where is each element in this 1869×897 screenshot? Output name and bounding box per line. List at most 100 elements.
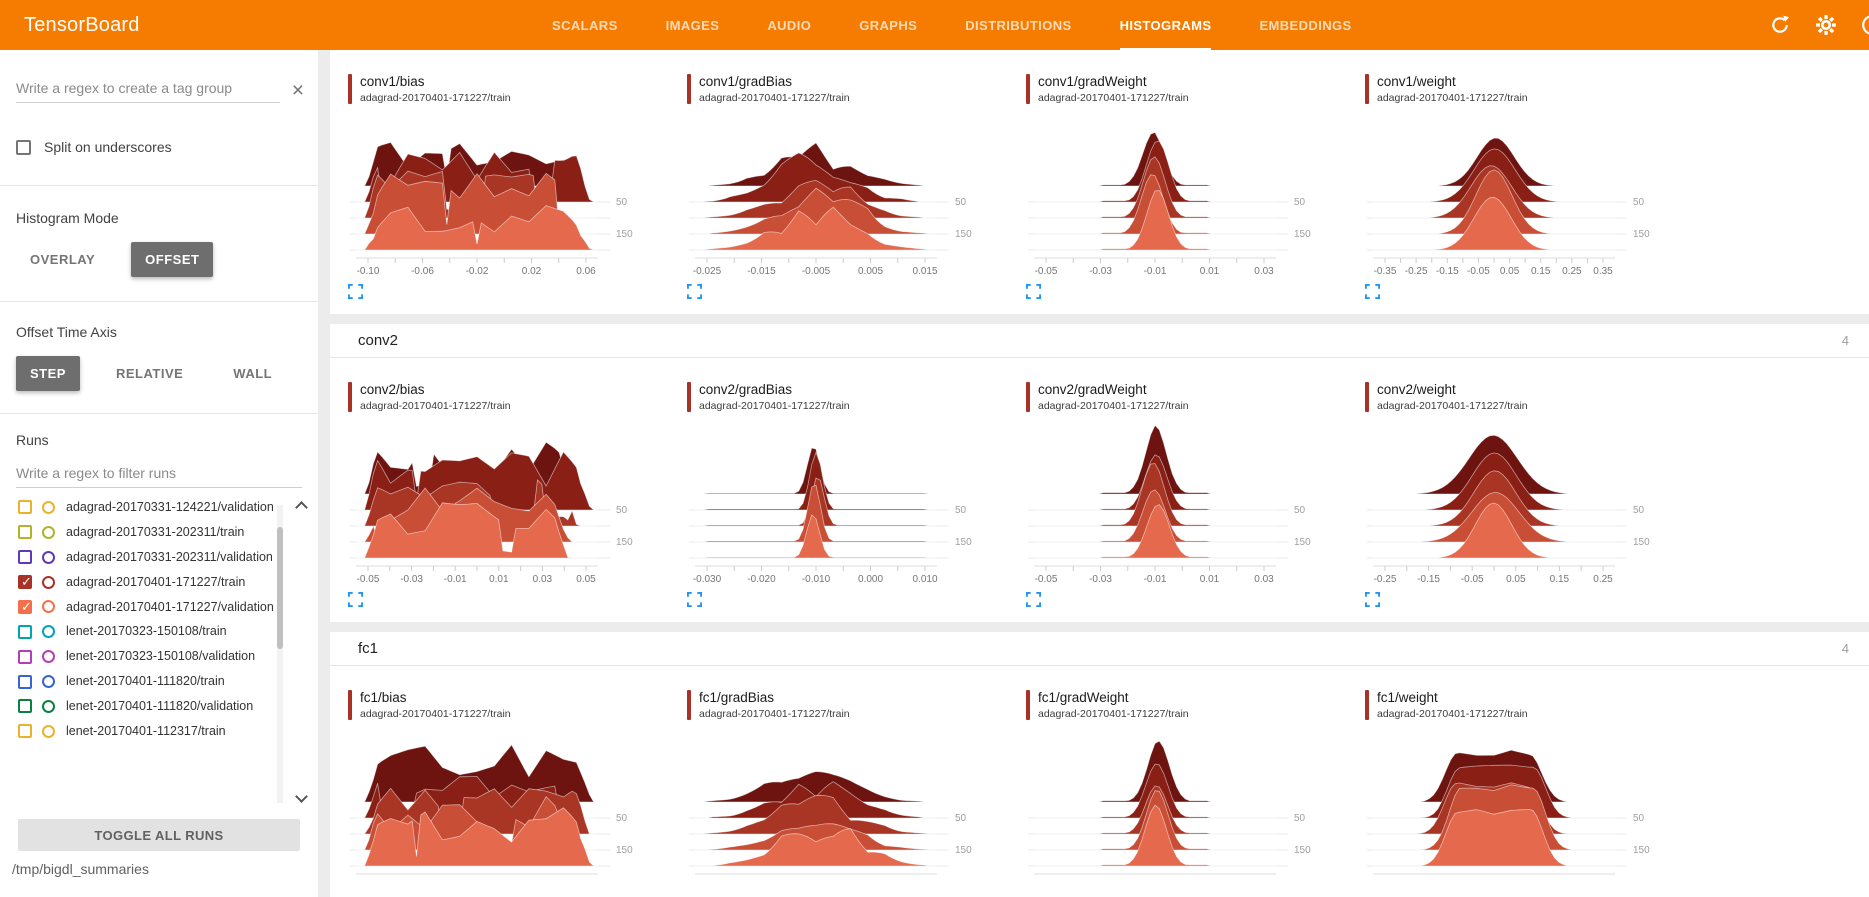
run-color-bar (1026, 690, 1030, 720)
log-directory-path: /tmp/bigdl_summaries (12, 861, 149, 877)
settings-icon[interactable] (1815, 14, 1837, 36)
runs-filter-input[interactable] (16, 462, 302, 488)
run-checkbox[interactable] (18, 599, 32, 615)
category-header[interactable]: conv2 4 (330, 324, 1869, 358)
run-color-circle (42, 625, 55, 639)
run-color-circle (42, 500, 55, 514)
run-item[interactable]: lenet-20170401-111820/validation (18, 694, 318, 719)
histogram-mode-buttons: OVERLAY OFFSET (0, 242, 318, 277)
histogram-mode-offset-button[interactable]: OFFSET (131, 242, 214, 277)
run-checkbox[interactable] (18, 500, 32, 515)
refresh-icon[interactable] (1769, 14, 1791, 36)
run-checkbox[interactable] (18, 649, 32, 664)
chart-run: adagrad-20170401-171227/train (360, 400, 511, 412)
svg-text:0.06: 0.06 (576, 266, 596, 277)
tag-filter-input[interactable] (16, 76, 280, 103)
svg-text:150: 150 (616, 845, 633, 856)
run-item[interactable]: lenet-20170323-150108/validation (18, 644, 318, 669)
runs-scrollbar-thumb[interactable] (277, 527, 283, 649)
offset-axis-step-button[interactable]: STEP (16, 356, 80, 391)
histogram-chart[interactable]: 50 150 (687, 728, 989, 897)
tab-embeddings[interactable]: EMBEDDINGS (1259, 17, 1352, 33)
histogram-chart[interactable]: 50 150 -0.25 -0.15 -0.05 0.05 0.15 0.25 (1365, 420, 1667, 590)
chart-run: adagrad-20170401-171227/train (1038, 92, 1189, 104)
scroll-down-icon[interactable] (295, 790, 308, 803)
offset-time-axis-label: Offset Time Axis (16, 324, 117, 340)
svg-text:-0.15: -0.15 (1417, 574, 1440, 585)
histogram-mode-overlay-button[interactable]: OVERLAY (16, 242, 109, 277)
chart-title: fc1/gradWeight adagrad-20170401-171227/tr… (1026, 690, 1357, 720)
histogram-card: conv2/bias adagrad-20170401-171227/train 5… (340, 370, 679, 612)
run-checkbox[interactable] (18, 525, 32, 540)
run-checkbox[interactable] (18, 624, 32, 639)
toggle-all-runs-button[interactable]: TOGGLE ALL RUNS (18, 819, 300, 851)
run-checkbox[interactable] (18, 550, 32, 565)
svg-text:-0.03: -0.03 (400, 574, 423, 585)
histogram-chart[interactable]: 50 150 -0.10 -0.06 -0.02 0.02 0.06 (348, 112, 650, 282)
histogram-chart[interactable]: 50 150 -0.35 -0.25 -0.15 -0.05 0.05 0.15 0.25 0.3… (1365, 112, 1667, 282)
tab-audio[interactable]: AUDIO (767, 17, 812, 33)
run-item[interactable]: adagrad-20170331-202311/validation (18, 545, 318, 570)
expand-icon[interactable] (1365, 592, 1381, 612)
chart-tag: conv2/gradBias (699, 382, 793, 397)
tab-scalars[interactable]: SCALARS (552, 17, 618, 33)
histogram-chart[interactable]: 50 150 (348, 728, 650, 897)
run-item[interactable]: adagrad-20170401-171227/validation (18, 595, 318, 620)
run-item[interactable]: lenet-20170401-112317/train (18, 719, 318, 744)
tab-graphs[interactable]: GRAPHS (859, 17, 918, 33)
svg-text:0.35: 0.35 (1593, 266, 1613, 277)
tab-distributions[interactable]: DISTRIBUTIONS (965, 17, 1072, 33)
category-header[interactable]: fc1 4 (330, 632, 1869, 666)
svg-text:-0.05: -0.05 (1467, 266, 1490, 277)
run-color-bar (687, 690, 691, 720)
histogram-chart[interactable]: 50 150 (1365, 728, 1667, 897)
histogram-chart[interactable]: 50 150 -0.05 -0.03 -0.01 0.01 0.03 (1026, 420, 1328, 590)
run-item[interactable]: lenet-20170401-111820/train (18, 669, 318, 694)
run-item[interactable]: adagrad-20170401-171227/train (18, 570, 318, 595)
main-content: conv1/bias adagrad-20170401-171227/train 5… (318, 50, 1869, 897)
svg-text:50: 50 (955, 505, 967, 516)
run-label: lenet-20170401-111820/train (66, 674, 225, 689)
run-item[interactable]: adagrad-20170331-202311/train (18, 520, 318, 545)
svg-text:0.03: 0.03 (533, 574, 553, 585)
histogram-chart[interactable]: 50 150 -0.030 -0.020 -0.010 0.000 0.010 (687, 420, 989, 590)
run-color-bar (1365, 690, 1369, 720)
help-icon[interactable]: ? (1861, 14, 1869, 36)
histogram-chart[interactable]: 50 150 -0.025 -0.015 -0.005 0.005 0.015 (687, 112, 989, 282)
run-checkbox[interactable] (18, 699, 32, 714)
expand-icon[interactable] (1365, 284, 1381, 304)
svg-text:-0.25: -0.25 (1405, 266, 1428, 277)
run-color-circle (42, 525, 55, 539)
run-item[interactable]: adagrad-20170331-124221/validation (18, 495, 318, 520)
run-label: lenet-20170401-111820/validation (66, 699, 254, 713)
offset-axis-wall-button[interactable]: WALL (219, 356, 286, 391)
chart-title-text: fc1/gradBias adagrad-20170401-171227/trai… (699, 690, 850, 720)
chart-tag: conv1/gradBias (699, 74, 793, 89)
run-checkbox[interactable] (18, 674, 32, 689)
chart-title: conv1/gradBias adagrad-20170401-171227/tr… (687, 74, 1018, 104)
expand-icon[interactable] (687, 284, 703, 304)
runs-list: adagrad-20170331-124221/validation adagra… (0, 493, 318, 811)
chart-title-text: conv2/bias adagrad-20170401-171227/train (360, 382, 511, 412)
run-checkbox[interactable] (18, 724, 32, 739)
histogram-chart[interactable]: 50 150 -0.05 -0.03 -0.01 0.01 0.03 (1026, 112, 1328, 282)
runs-scrollbar-track[interactable] (277, 505, 283, 803)
tab-images[interactable]: IMAGES (665, 17, 720, 33)
chart-run: adagrad-20170401-171227/train (1377, 92, 1528, 104)
svg-text:50: 50 (616, 813, 628, 824)
expand-icon[interactable] (687, 592, 703, 612)
run-checkbox[interactable] (18, 574, 32, 590)
expand-icon[interactable] (1026, 284, 1042, 304)
split-on-underscores-option[interactable]: Split on underscores (0, 103, 318, 155)
run-item[interactable]: lenet-20170323-150108/train (18, 619, 318, 644)
expand-icon[interactable] (1026, 592, 1042, 612)
expand-icon[interactable] (348, 592, 364, 612)
close-icon[interactable]: × (291, 79, 304, 102)
histogram-chart[interactable]: 50 150 (1026, 728, 1328, 897)
run-color-bar (687, 382, 691, 412)
tab-histograms[interactable]: HISTOGRAMS (1119, 0, 1212, 50)
expand-icon[interactable] (348, 284, 364, 304)
split-checkbox[interactable] (16, 139, 31, 155)
offset-axis-relative-button[interactable]: RELATIVE (102, 356, 197, 391)
histogram-chart[interactable]: 50 150 -0.05 -0.03 -0.01 0.01 0.03 0.05 (348, 420, 650, 590)
